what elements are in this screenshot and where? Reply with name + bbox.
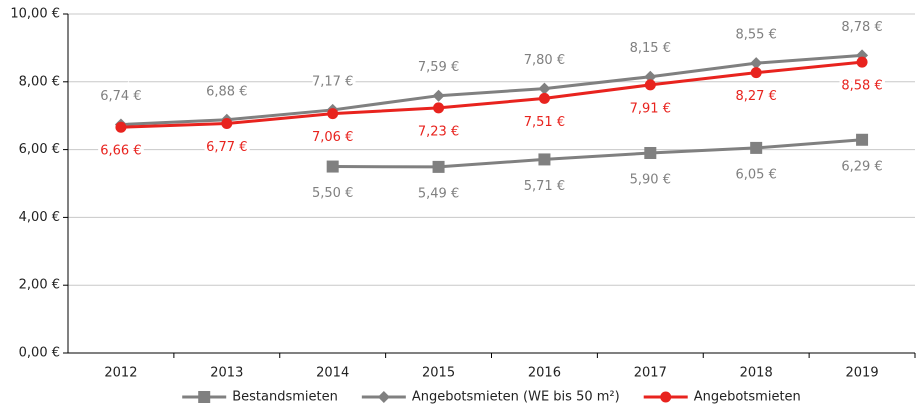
marker [644,146,657,159]
legend-item: Angebotsmieten (WE bis 50 m²) [361,390,620,405]
marker [660,391,672,403]
legend-label: Bestandsmieten [232,390,338,405]
data-label: 6,05 € [736,167,777,182]
marker [326,160,339,173]
data-label: 8,15 € [630,41,671,56]
marker [327,108,339,120]
x-tick-label: 2012 [104,366,137,381]
data-label: 8,58 € [841,79,882,94]
y-tick-label: 2,00 € [19,278,60,293]
x-tick-label: 2018 [740,366,773,381]
legend-label: Angebotsmieten [694,390,801,405]
y-tick-label: 6,00 € [19,142,60,157]
data-label: 5,90 € [630,172,671,187]
data-label: 7,51 € [524,115,565,130]
legend-label: Angebotsmieten (WE bis 50 m²) [412,390,620,405]
grid [68,13,915,286]
x-tick-label: 2015 [422,366,455,381]
legend-item: Angebotsmieten [643,390,801,405]
data-label: 5,71 € [524,179,565,194]
data-label: 8,55 € [736,28,777,43]
x-tick-label: 2016 [528,366,561,381]
data-label: 5,50 € [312,186,353,201]
marker [856,56,868,68]
legend-item: Bestandsmieten [182,390,338,405]
marker [538,92,550,104]
marker [432,89,445,102]
x-tick-label: 2017 [634,366,667,381]
marker [644,79,656,91]
x-tick-label: 2014 [316,366,349,381]
data-label: 7,80 € [524,53,565,68]
y-tick-label: 4,00 € [19,210,60,225]
data-label: 6,77 € [206,140,247,155]
data-label: 6,74 € [100,89,141,104]
data-label: 5,49 € [418,186,459,201]
marker [538,82,551,95]
marker [750,67,762,79]
legend: Bestandsmieten Angebotsmieten (WE bis 50 … [182,390,801,405]
series-line [120,60,863,129]
data-label: 7,91 € [630,101,671,116]
marker [750,141,763,154]
y-tick-label: 0,00 € [19,346,60,361]
data-label: 7,06 € [312,130,353,145]
x-tick-label: 2019 [846,366,879,381]
x-tick-label: 2013 [210,366,243,381]
data-label: 6,29 € [841,159,882,174]
marker [221,117,233,129]
marker [433,102,445,114]
marker [115,121,127,133]
data-label: 8,78 € [841,20,882,35]
series-line [120,53,863,127]
marker [538,153,551,166]
y-tick-label: 8,00 € [19,74,60,89]
marker [432,160,445,173]
marker [377,391,390,403]
marker [644,70,657,83]
data-label: 7,17 € [312,74,353,89]
series-line [332,138,863,169]
data-label: 8,27 € [736,89,777,104]
marker [750,57,763,70]
data-label: 7,59 € [418,60,459,75]
marker [198,391,211,403]
data-label: 7,23 € [418,124,459,139]
marker [856,133,869,146]
y-tick-label: 10,00 € [10,7,60,22]
data-label: 6,66 € [100,144,141,159]
data-label: 6,88 € [206,84,247,99]
